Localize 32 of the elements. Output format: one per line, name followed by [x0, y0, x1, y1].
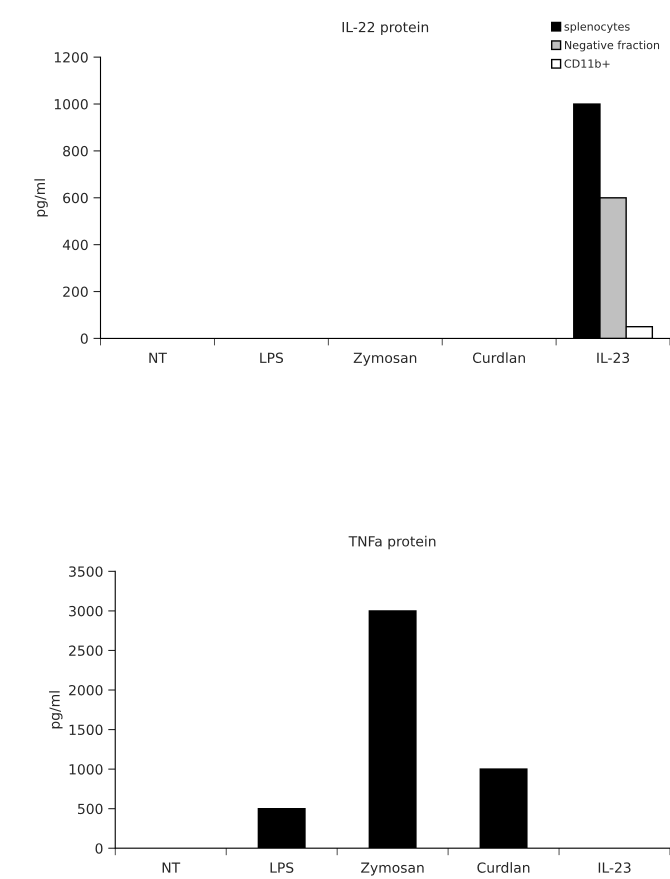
y-tick-label: 500: [78, 804, 103, 814]
chart-title: TNFa protein: [348, 536, 436, 550]
x-tick-label: IL-23: [598, 862, 631, 873]
x-tick-label: Zymosan: [361, 862, 424, 876]
y-tick-label: 2000: [69, 684, 103, 696]
x-tick-label: NT: [162, 862, 180, 873]
y-tick-label: 0: [96, 843, 103, 854]
y-tick-label: 400: [62, 240, 88, 250]
y-tick-label: 2500: [69, 645, 103, 656]
x-tick-label: NT: [149, 352, 167, 363]
x-tick-label: LPS: [270, 862, 294, 873]
x-tick-label: Zymosan: [354, 352, 416, 366]
y-tick-label: 1200: [54, 52, 88, 63]
x-tick-label: Curdlan: [477, 862, 530, 873]
legend-label: CD11b+: [564, 59, 610, 68]
y-axis-title: pg/ml: [34, 179, 48, 216]
x-tick-label: IL-23: [597, 352, 630, 364]
chart-title: IL-22 protein: [342, 22, 428, 36]
legend-label: splenocytes: [564, 22, 630, 33]
y-tick-label: 1000: [70, 764, 103, 775]
y-tick-label: 1000: [54, 98, 88, 110]
y-tick-label: 1500: [70, 724, 103, 736]
y-tick-label: 600: [63, 192, 88, 204]
y-axis-title: pg/ml: [49, 691, 63, 728]
y-tick-label: 800: [63, 146, 88, 156]
y-tick-label: 3500: [69, 566, 103, 577]
legend-label: Negative fraction: [565, 40, 660, 52]
y-tick-label: 3000: [69, 606, 103, 616]
x-tick-label: LPS: [260, 352, 284, 364]
y-tick-label: 200: [63, 286, 88, 298]
x-tick-label: Curdlan: [472, 352, 525, 364]
y-tick-label: 0: [80, 333, 88, 344]
